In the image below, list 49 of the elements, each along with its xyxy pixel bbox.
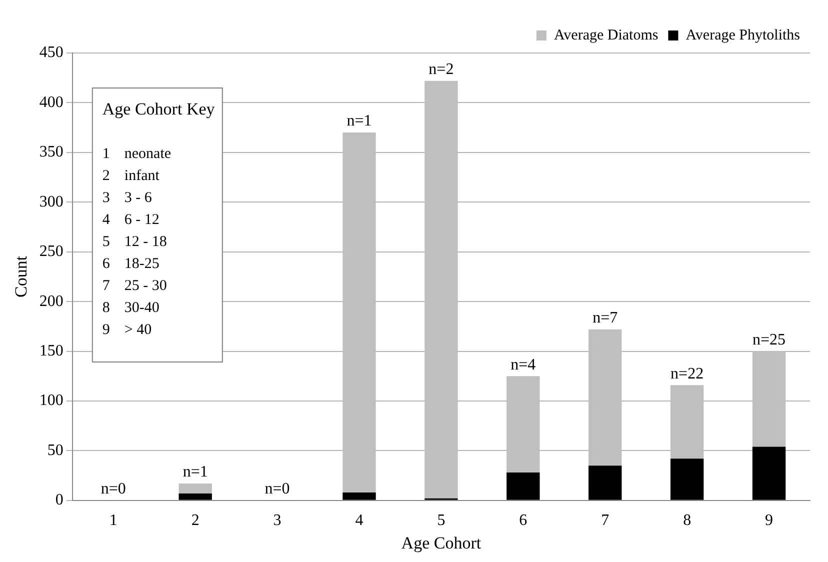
y-tick-label: 300 <box>39 193 64 210</box>
y-tick-label: 400 <box>39 94 64 111</box>
annotation: 9 > 40 <box>102 322 152 338</box>
y-tick-label: 250 <box>39 243 64 260</box>
y-axis-title: Count <box>12 256 31 298</box>
y-tick-label: 100 <box>39 392 64 410</box>
annotation: n=22 <box>670 365 704 382</box>
annotation: 8 30-40 <box>102 300 160 316</box>
y-tick-label: 350 <box>39 144 64 161</box>
annotation: n=25 <box>752 331 786 348</box>
annotation: 3 3 - 6 <box>102 190 152 206</box>
x-tick-label: 6 <box>519 512 528 530</box>
annotation: n=7 <box>592 310 618 327</box>
annotation: n=0 <box>100 480 126 498</box>
x-tick-label: 1 <box>109 512 118 530</box>
y-tick-label: 200 <box>39 292 64 310</box>
bar <box>752 446 786 500</box>
annotation: 4 6 - 12 <box>102 212 160 228</box>
y-tick-label: 450 <box>39 44 64 62</box>
annotation: 6 18-25 <box>102 256 160 272</box>
bar <box>670 458 704 500</box>
x-tick-label: 5 <box>437 512 446 530</box>
annotation: 2 infant <box>102 168 160 184</box>
x-tick-label: 7 <box>601 512 610 530</box>
bar <box>342 492 376 500</box>
annotation: n=0 <box>264 480 290 498</box>
annotation: n=1 <box>346 112 372 130</box>
y-tick-label: 150 <box>39 342 64 360</box>
annotation: n=2 <box>428 61 454 78</box>
y-tick-label: 50 <box>47 442 64 459</box>
annotation: 7 25 - 30 <box>102 278 167 294</box>
x-tick-label: 4 <box>355 512 364 530</box>
x-axis-title: Age Cohort <box>401 533 482 552</box>
bar <box>506 472 540 500</box>
x-tick-label: 8 <box>683 512 692 530</box>
x-tick-label: 2 <box>191 512 200 530</box>
legend-label: Average Phytoliths <box>686 27 800 44</box>
legend-label: Average Diatoms <box>554 27 658 44</box>
annotation: 5 12 - 18 <box>102 234 167 250</box>
annotation: n=1 <box>182 464 208 481</box>
annotation: Age Cohort Key <box>102 99 216 118</box>
bar <box>178 484 212 494</box>
x-tick-label: 3 <box>273 512 282 530</box>
bar <box>178 493 212 500</box>
annotation: 1 neonate <box>102 146 172 162</box>
annotation: n=4 <box>510 356 536 374</box>
y-tick-label: 0 <box>55 492 64 509</box>
bar <box>588 466 622 500</box>
x-tick-label: 9 <box>765 512 774 530</box>
